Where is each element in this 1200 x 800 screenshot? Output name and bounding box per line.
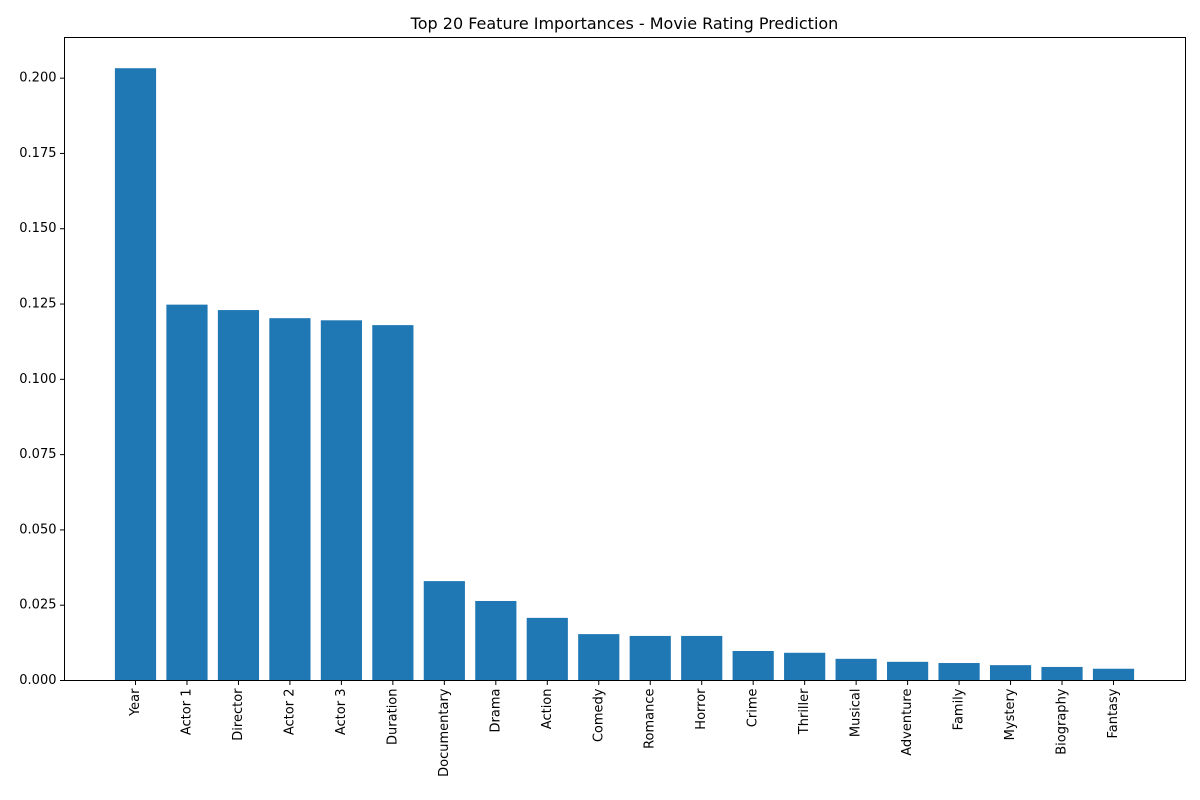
x-tick-label: Musical (849, 689, 864, 738)
bar-mystery (989, 665, 1032, 681)
bar-crime (732, 650, 774, 681)
x-tick-label: Documentary (437, 688, 452, 777)
bar-thriller (784, 652, 826, 681)
x-tick-label: Thriller (797, 688, 812, 735)
bar-actor-1 (166, 304, 208, 681)
bar-fantasy (1092, 668, 1135, 681)
bar-comedy (578, 634, 620, 681)
x-tick-label: Duration (385, 689, 400, 745)
bar-actor-3 (320, 320, 362, 681)
bar-adventure (887, 661, 929, 681)
x-tick-label: Drama (488, 689, 503, 733)
x-tick-label: Mystery (1003, 688, 1018, 740)
bar-duration (372, 325, 414, 681)
bar-biography (1041, 666, 1083, 681)
bar-horror (681, 635, 723, 681)
y-tick-label: 0.200 (19, 71, 56, 86)
bar-director (217, 310, 260, 681)
y-tick-label: 0.050 (19, 522, 56, 537)
bar-musical (835, 658, 877, 681)
y-tick-label: 0.025 (19, 598, 56, 613)
x-tick-label: Actor 1 (179, 689, 194, 736)
x-tick-label: Crime (746, 689, 761, 728)
bar-actor-2 (269, 318, 311, 681)
x-tick-label: Biography (1055, 688, 1070, 755)
bar-drama (475, 600, 517, 681)
x-tick-label: Director (231, 688, 246, 741)
y-tick-label: 0.150 (19, 221, 56, 236)
x-tick-label: Family (952, 688, 967, 730)
x-tick-label: Comedy (591, 688, 606, 742)
y-tick-label: 0.075 (19, 447, 56, 462)
x-axis: Year Actor 1 Director Actor 2 Actor 3 Duratio… (128, 680, 1121, 777)
x-tick-label: Fantasy (1106, 688, 1121, 738)
y-tick-label: 0.000 (19, 673, 56, 688)
y-axis: 0.000 0.025 0.050 0.075 0.100 0.125 0.150 0.175… (19, 71, 65, 688)
x-tick-label: Actor 3 (334, 689, 349, 736)
x-tick-label: Adventure (900, 689, 915, 756)
plot-frame (64, 37, 1186, 681)
x-tick-label: Horror (694, 688, 709, 730)
x-tick-label: Actor 2 (282, 689, 297, 736)
chart-title: Top 20 Feature Importances - Movie Ratin… (410, 14, 839, 33)
bar-family (938, 663, 980, 681)
x-tick-label: Action (540, 689, 555, 730)
bar-action (526, 617, 568, 681)
y-tick-label: 0.100 (19, 372, 56, 387)
y-tick-label: 0.175 (19, 146, 56, 161)
bars-group (114, 68, 1135, 681)
x-tick-label: Year (128, 688, 143, 717)
y-tick-label: 0.125 (19, 297, 56, 312)
bar-romance (629, 635, 671, 681)
bar-documentary (423, 581, 465, 681)
x-tick-label: Romance (643, 689, 658, 749)
bar-year (114, 68, 157, 681)
